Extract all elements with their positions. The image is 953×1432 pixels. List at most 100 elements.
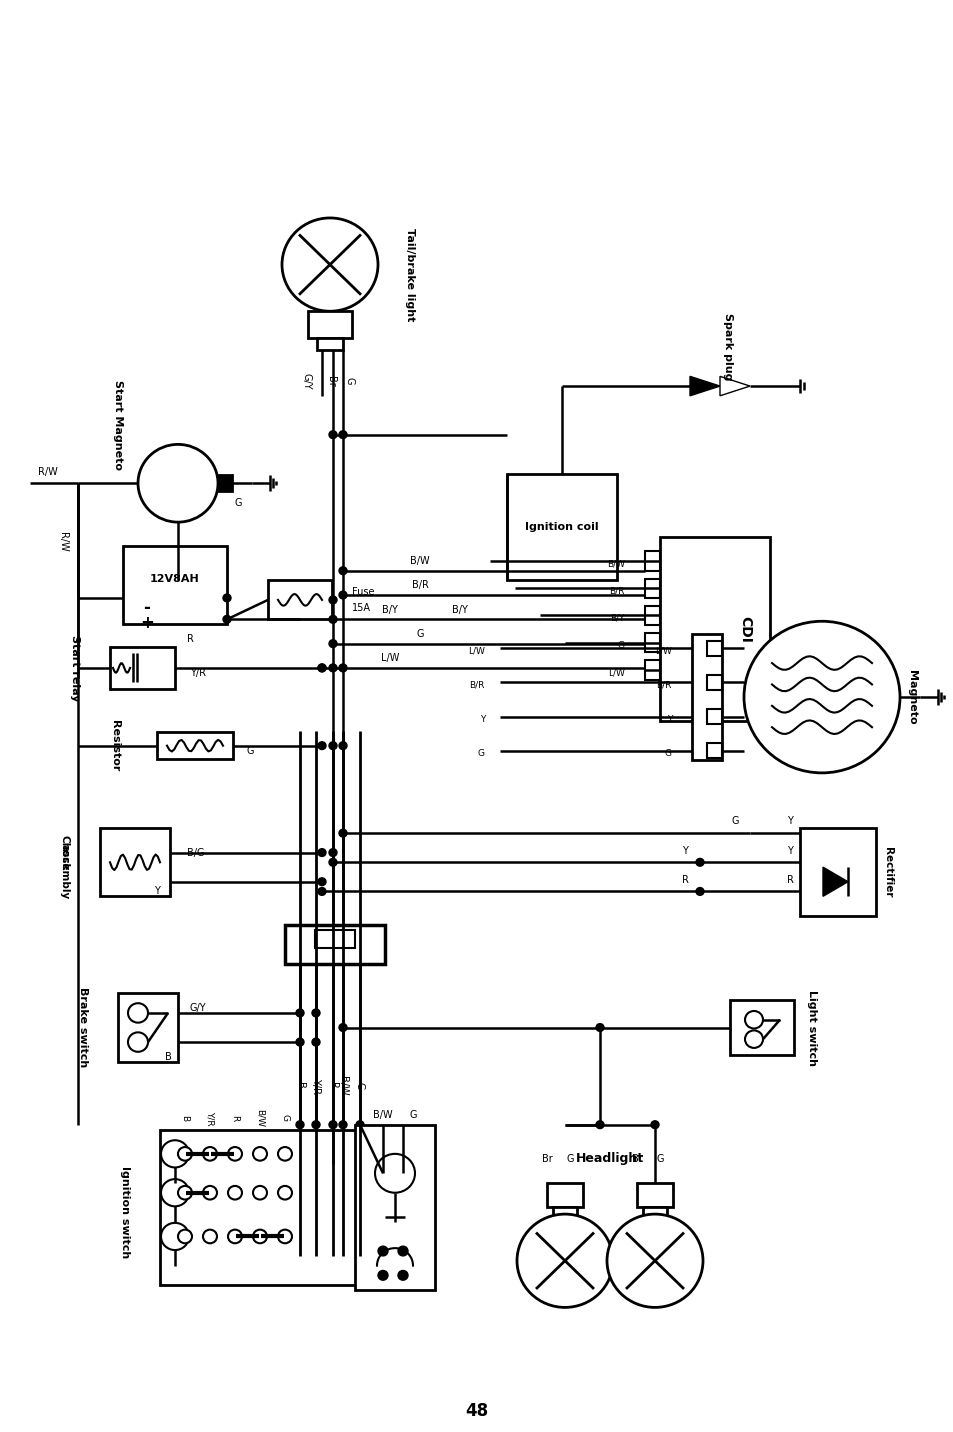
- Circle shape: [329, 858, 336, 866]
- Bar: [308, 311, 352, 338]
- Circle shape: [355, 1121, 364, 1128]
- Text: G: G: [477, 749, 484, 758]
- Text: Br: Br: [326, 375, 335, 387]
- Bar: [706, 709, 721, 725]
- Text: +: +: [140, 614, 153, 632]
- Circle shape: [205, 1148, 214, 1158]
- Circle shape: [650, 1121, 659, 1128]
- Text: R/W: R/W: [38, 467, 58, 477]
- Text: R/W: R/W: [58, 531, 68, 551]
- Text: R: R: [231, 1114, 239, 1121]
- Bar: [160, 1130, 359, 1285]
- Circle shape: [253, 1186, 267, 1200]
- Circle shape: [205, 1148, 214, 1158]
- Circle shape: [161, 1223, 189, 1250]
- Circle shape: [178, 1230, 192, 1243]
- Text: G: G: [247, 746, 254, 756]
- Text: R: R: [680, 875, 688, 885]
- Text: L/W: L/W: [468, 647, 484, 656]
- Bar: [800, 828, 875, 915]
- Text: B/Y: B/Y: [381, 604, 397, 614]
- Bar: [314, 931, 355, 948]
- Circle shape: [317, 878, 326, 885]
- Circle shape: [277, 1147, 292, 1161]
- Circle shape: [517, 1214, 613, 1307]
- Circle shape: [312, 1010, 319, 1017]
- Text: Y: Y: [786, 846, 792, 856]
- Text: Y: Y: [153, 886, 160, 896]
- Text: G: G: [618, 642, 624, 650]
- Circle shape: [161, 1179, 189, 1206]
- Circle shape: [329, 849, 336, 856]
- Text: Fuse: Fuse: [352, 587, 375, 597]
- Text: G: G: [566, 1154, 573, 1164]
- Bar: [110, 646, 174, 689]
- Circle shape: [178, 1186, 192, 1200]
- Circle shape: [696, 888, 703, 895]
- Text: Br: Br: [631, 1154, 641, 1164]
- Text: L/W: L/W: [655, 647, 671, 656]
- Text: Chock: Chock: [60, 835, 70, 871]
- Bar: [706, 743, 721, 759]
- Circle shape: [338, 1024, 347, 1031]
- Text: B: B: [180, 1116, 190, 1121]
- Text: B/G: B/G: [187, 848, 204, 858]
- Circle shape: [128, 1004, 148, 1022]
- Circle shape: [230, 1232, 240, 1242]
- Text: B/W: B/W: [337, 1075, 348, 1095]
- Bar: [637, 1183, 672, 1207]
- Circle shape: [317, 888, 326, 895]
- Bar: [546, 1183, 582, 1207]
- Circle shape: [280, 1232, 290, 1242]
- Circle shape: [397, 1270, 408, 1280]
- Circle shape: [596, 1121, 603, 1128]
- Bar: [644, 579, 659, 599]
- Text: Start Magneto: Start Magneto: [112, 379, 123, 470]
- Circle shape: [312, 1038, 319, 1045]
- Text: B/R: B/R: [656, 680, 671, 690]
- Text: 15A: 15A: [352, 603, 371, 613]
- Text: CDI: CDI: [738, 616, 751, 643]
- Circle shape: [606, 1214, 702, 1307]
- Text: Ignition coil: Ignition coil: [525, 523, 598, 533]
- Circle shape: [329, 431, 336, 438]
- Circle shape: [744, 1011, 762, 1028]
- Bar: [316, 338, 343, 349]
- Polygon shape: [822, 868, 847, 896]
- Text: Y: Y: [786, 816, 792, 826]
- Text: L/W: L/W: [380, 653, 398, 663]
- Bar: [706, 674, 721, 690]
- Circle shape: [317, 664, 326, 672]
- Circle shape: [223, 616, 231, 623]
- Circle shape: [329, 664, 336, 672]
- Text: B/Y: B/Y: [610, 614, 624, 623]
- Circle shape: [254, 1232, 265, 1242]
- Circle shape: [180, 1148, 190, 1158]
- Text: Brake switch: Brake switch: [78, 988, 88, 1068]
- Circle shape: [203, 1186, 216, 1200]
- Text: 48: 48: [465, 1402, 488, 1419]
- Bar: [642, 1207, 666, 1221]
- Circle shape: [329, 742, 336, 749]
- Circle shape: [329, 640, 336, 647]
- Circle shape: [203, 1147, 216, 1161]
- Text: Headlight: Headlight: [576, 1153, 643, 1166]
- Text: L/W: L/W: [607, 669, 624, 677]
- Text: G: G: [280, 1114, 289, 1121]
- Text: B/R: B/R: [609, 587, 624, 596]
- Bar: [659, 537, 769, 722]
- Bar: [218, 475, 232, 491]
- Polygon shape: [720, 377, 749, 395]
- Circle shape: [295, 1121, 304, 1128]
- Circle shape: [338, 742, 347, 749]
- Bar: [506, 474, 617, 580]
- Text: R: R: [187, 634, 193, 644]
- Text: B: B: [165, 1051, 172, 1061]
- Circle shape: [128, 1032, 148, 1051]
- Bar: [123, 547, 227, 624]
- Bar: [706, 640, 721, 656]
- Text: R: R: [785, 875, 793, 885]
- Bar: [644, 551, 659, 571]
- Text: Br: Br: [541, 1154, 552, 1164]
- Circle shape: [253, 1230, 267, 1243]
